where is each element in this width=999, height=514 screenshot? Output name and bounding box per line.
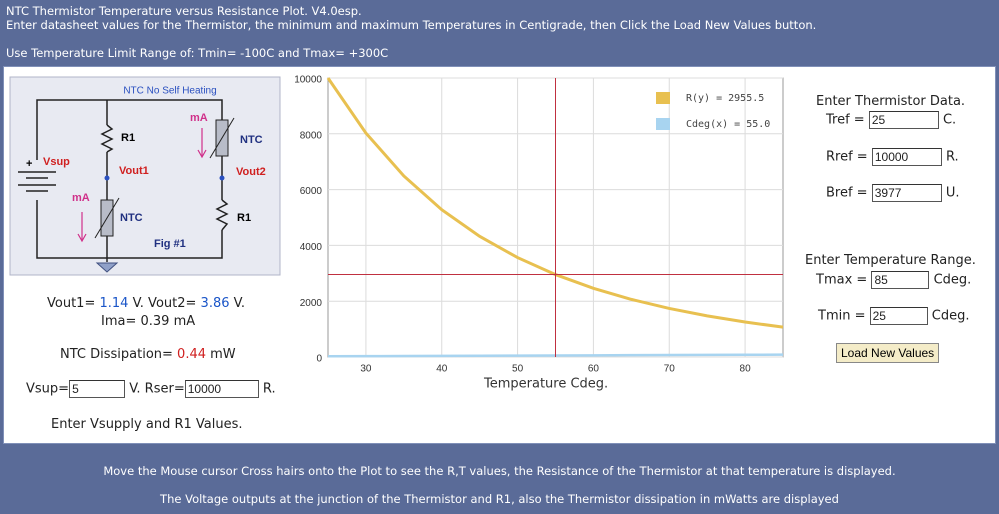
header-range-note: Use Temperature Limit Range of: Tmin= -1… [6,46,389,60]
rser-input[interactable]: 10000 [184,380,259,398]
label: mW [210,347,236,362]
label: Rref = [826,149,868,165]
footer-line: Move the Mouse cursor Cross hairs onto t… [103,464,896,478]
thermistor-heading: Enter Thermistor Data. [816,94,966,109]
tmin-input[interactable]: 25 [869,307,928,325]
label: Bref = [826,185,868,201]
label: R. [262,381,276,397]
diagram-title: NTC No Self Heating [123,86,216,97]
vout2-label: Vout2 [236,166,266,178]
tmin-row: Tmin = 25 Cdeg. [818,307,969,325]
current-label: mA [190,112,208,124]
ima-value: 0.39 [140,314,170,329]
label: mA [173,314,196,329]
x-tick-label: 30 [360,364,372,375]
current-readout: Ima= 0.39 mA [101,314,195,329]
dissipation-readout: NTC Dissipation= 0.44 mW [60,347,236,362]
header-instructions: Enter datasheet values for the Thermisto… [6,18,817,32]
ground [95,262,119,273]
voltage-readout: Vout1= 1.14 V. Vout2= 3.86 V. [47,296,245,311]
junction [104,175,110,181]
label: Cdeg. [931,308,970,324]
y-tick-label: 8000 [300,130,323,141]
label: V. [233,296,245,311]
label: V. Rser= [129,381,185,397]
label: U. [945,185,960,201]
rref-row: Rref = 10000 R. [826,148,959,166]
x-tick-label: 50 [512,364,524,375]
current-arrows [77,128,207,243]
x-tick-label: 40 [436,364,448,375]
supply-hint: Enter Vsupply and R1 Values. [51,417,243,432]
label: NTC Dissipation= [60,347,173,362]
bref-input[interactable]: 3977 [871,184,942,202]
vout1-value: 1.14 [99,296,129,311]
tref-input[interactable]: 25 [868,111,939,129]
plus-label: + [26,158,32,170]
legend-label: R(y) = 2955.5 [686,93,764,104]
tref-row: Tref = 25 C. [826,111,956,129]
x-tick-label: 70 [664,364,676,375]
label: Cdeg. [933,272,972,288]
label: Tmax = [816,272,868,288]
label: Ima= [101,314,137,329]
label: Tref = [826,112,865,128]
bref-row: Bref = 3977 U. [826,184,960,202]
plot: 0 2000 4000 6000 8000 10000 30 40 50 60 70 80 R(y) =… [294,75,784,375]
y-tick-label: 2000 [300,298,323,309]
vsup-input[interactable]: 5 [69,380,126,398]
junction [219,175,225,181]
resistor-label: R1 [237,212,251,224]
x-axis-label: Temperature Cdeg. [483,377,608,392]
header-title: NTC Thermistor Temperature versus Resist… [6,4,362,18]
y-tick-label: 6000 [300,186,323,197]
legend-swatch [656,118,670,130]
y-tick-label: 10000 [294,75,322,86]
footer-line: The Voltage outputs at the junction of t… [160,492,839,506]
resistor-label: R1 [121,132,135,144]
label: R. [945,149,959,165]
ntc-slash [94,197,120,239]
label: C. [942,112,957,128]
ntc-label: NTC [120,212,143,224]
vout2-value: 3.86 [200,296,230,311]
x-tick-label: 60 [588,364,600,375]
label: Tmin = [818,308,866,324]
supply-inputs: Vsup= 5 V. Rser= 10000 R. [26,380,276,398]
tmax-row: Tmax = 85 Cdeg. [816,271,971,289]
x-tick-label: 80 [740,364,752,375]
current-label: mA [72,192,90,204]
diagram-labels: NTC No Self Heating mA R1 NTC + Vsup Vou… [26,86,266,250]
label: V. Vout2= [132,296,197,311]
legend-label: Cdeg(x) = 55.0 [686,119,770,130]
ntc-label: NTC [240,134,263,146]
diagram-box [9,76,281,276]
label: Vsup= [26,381,70,397]
y-tick-label: 4000 [300,242,323,253]
legend-swatch [656,92,670,104]
label: Vout1= [47,296,96,311]
ntc-slash [209,117,235,159]
vsup-label: Vsup [43,156,70,168]
rref-input[interactable]: 10000 [871,148,942,166]
figure-label: Fig #1 [154,238,186,250]
dissipation-value: 0.44 [177,347,206,362]
vout1-label: Vout1 [119,165,149,177]
range-heading: Enter Temperature Range. [805,253,976,268]
tmax-input[interactable]: 85 [871,271,930,289]
load-button[interactable]: Load New Values [836,343,940,363]
y-tick-label: 0 [316,354,322,365]
